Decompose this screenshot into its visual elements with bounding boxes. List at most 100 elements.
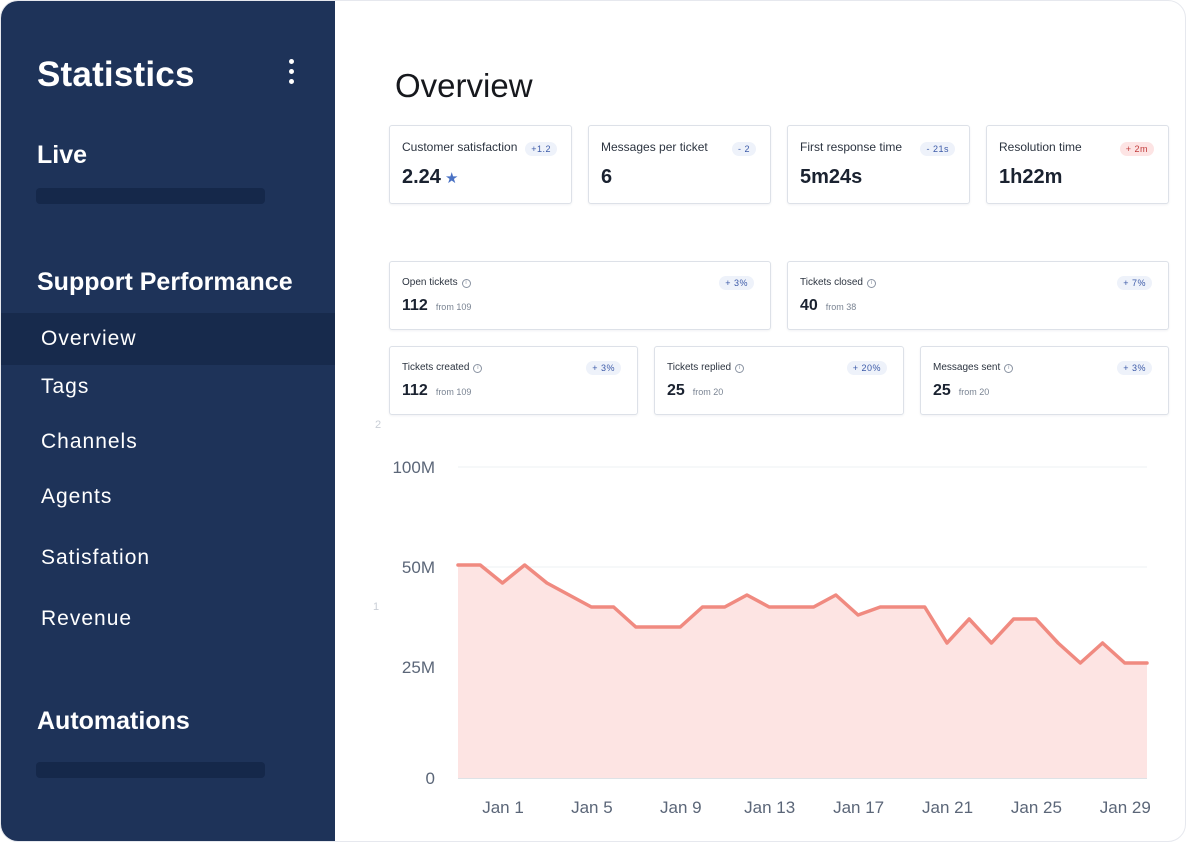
stat-badge: + 20% [846,361,887,375]
data-point [678,625,682,629]
info-icon[interactable]: i [866,279,876,288]
stat-value: 25 from 20 [933,382,990,399]
area-fill [458,565,1147,778]
data-point [523,563,527,567]
data-point [656,625,660,629]
sidebar-item-revenue[interactable]: Revenue [41,607,133,630]
stat-value: 112 from 109 [402,382,472,399]
sidebar-title: Statistics [37,55,195,94]
data-point [1012,617,1016,621]
kpi-label: First response time [800,140,903,154]
data-point [1034,617,1038,621]
info-icon[interactable]: i [473,364,483,373]
data-point [901,605,905,609]
data-point [1101,641,1105,645]
x-tick-label: Jan 25 [1011,798,1062,817]
stat-card-tickets-replied[interactable]: Tickets replied i + 20% 25 from 20 [654,346,904,415]
data-point [456,563,460,567]
data-point [967,617,971,621]
data-point [612,605,616,609]
sidebar-item-tags[interactable]: Tags [41,375,90,398]
data-point [923,605,927,609]
x-tick-label: Jan 5 [571,798,613,817]
stat-label: Tickets replied i [667,362,745,373]
data-point [634,625,638,629]
data-point [945,641,949,645]
placeholder-bar [36,188,265,204]
data-point [856,613,860,617]
data-point [1078,661,1082,665]
stat-value: 112 from 109 [402,297,472,314]
stat-value: 25 from 20 [667,382,724,399]
stat-value: 40 from 38 [800,297,857,314]
x-tick-label: Jan 13 [744,798,795,817]
info-icon[interactable]: i [1004,364,1014,373]
kpi-badge: +1.2 [525,142,557,156]
x-tick-label: Jan 29 [1100,798,1151,817]
data-point [567,593,571,597]
kpi-label: Resolution time [999,140,1082,154]
x-tick-label: Jan 21 [922,798,973,817]
sidebar-item-agents[interactable]: Agents [41,485,113,508]
stat-card-tickets-created[interactable]: Tickets created i + 3% 112 from 109 [389,346,638,415]
x-tick-label: Jan 9 [660,798,702,817]
data-point [812,605,816,609]
page-title: Overview [395,67,533,104]
stat-badge: + 7% [1117,276,1152,290]
kpi-label: Customer satisfaction [402,140,518,154]
data-point [767,605,771,609]
section-live: Live [37,141,88,169]
data-point [745,593,749,597]
stat-card-messages-sent[interactable]: Messages sent i + 3% 25 from 20 [920,346,1169,415]
data-point [789,605,793,609]
x-tick-label: Jan 1 [482,798,524,817]
data-point [500,581,504,585]
stat-badge: + 3% [719,276,754,290]
kpi-value: 5m24s [800,166,863,188]
stray-label: 2 [375,419,381,431]
sidebar: Statistics Live Support Performance Over… [1,1,335,841]
kpi-badge: - 2 [731,142,756,156]
info-icon[interactable]: i [735,364,745,373]
sidebar-item-channels[interactable]: Channels [41,430,138,453]
y-tick-label: 50M [402,558,435,577]
data-point [1145,661,1149,665]
kpi-card-messages-per-ticket[interactable]: Messages per ticket - 2 6 [588,125,771,204]
data-point [723,605,727,609]
stray-label: 1 [373,601,379,613]
info-icon[interactable]: i [461,279,471,288]
section-support-performance: Support Performance [37,268,293,296]
kpi-value: 1h22m [999,166,1063,188]
stat-card-tickets-closed[interactable]: Tickets closed i + 7% 40 from 38 [787,261,1169,330]
data-point [1123,661,1127,665]
y-tick-label: 100M [392,458,435,477]
star-icon: ★ [444,170,459,187]
section-automations: Automations [37,707,190,735]
stat-badge: + 3% [1117,361,1152,375]
data-point [878,605,882,609]
kpi-card-customer-satisfaction[interactable]: Customer satisfaction +1.2 2.24 ★ [389,125,572,204]
stat-label: Tickets created i [402,362,483,373]
placeholder-bar [36,762,265,778]
stat-label: Open tickets i [402,277,471,288]
kebab-menu-icon[interactable] [280,59,302,89]
kpi-badge: + 2m [1119,142,1154,156]
main-content: Overview Customer satisfaction +1.2 2.24… [335,1,1185,841]
stat-label: Tickets closed i [800,277,876,288]
sidebar-item-overview[interactable]: Overview [1,313,335,365]
kpi-badge: - 21s [920,142,955,156]
kpi-label: Messages per ticket [601,140,708,154]
sidebar-item-satisfaction[interactable]: Satisfation [41,546,151,569]
data-point [589,605,593,609]
data-point [700,605,704,609]
data-point [478,563,482,567]
series-line [456,563,1149,665]
y-tick-label: 0 [426,769,435,788]
kpi-value: 2.24 ★ [402,166,459,188]
kpi-card-first-response-time[interactable]: First response time - 21s 5m24s [787,125,970,204]
kpi-card-resolution-time[interactable]: Resolution time + 2m 1h22m [986,125,1169,204]
data-point [834,593,838,597]
stat-label: Messages sent i [933,362,1014,373]
stat-card-open-tickets[interactable]: Open tickets i + 3% 112 from 109 [389,261,771,330]
